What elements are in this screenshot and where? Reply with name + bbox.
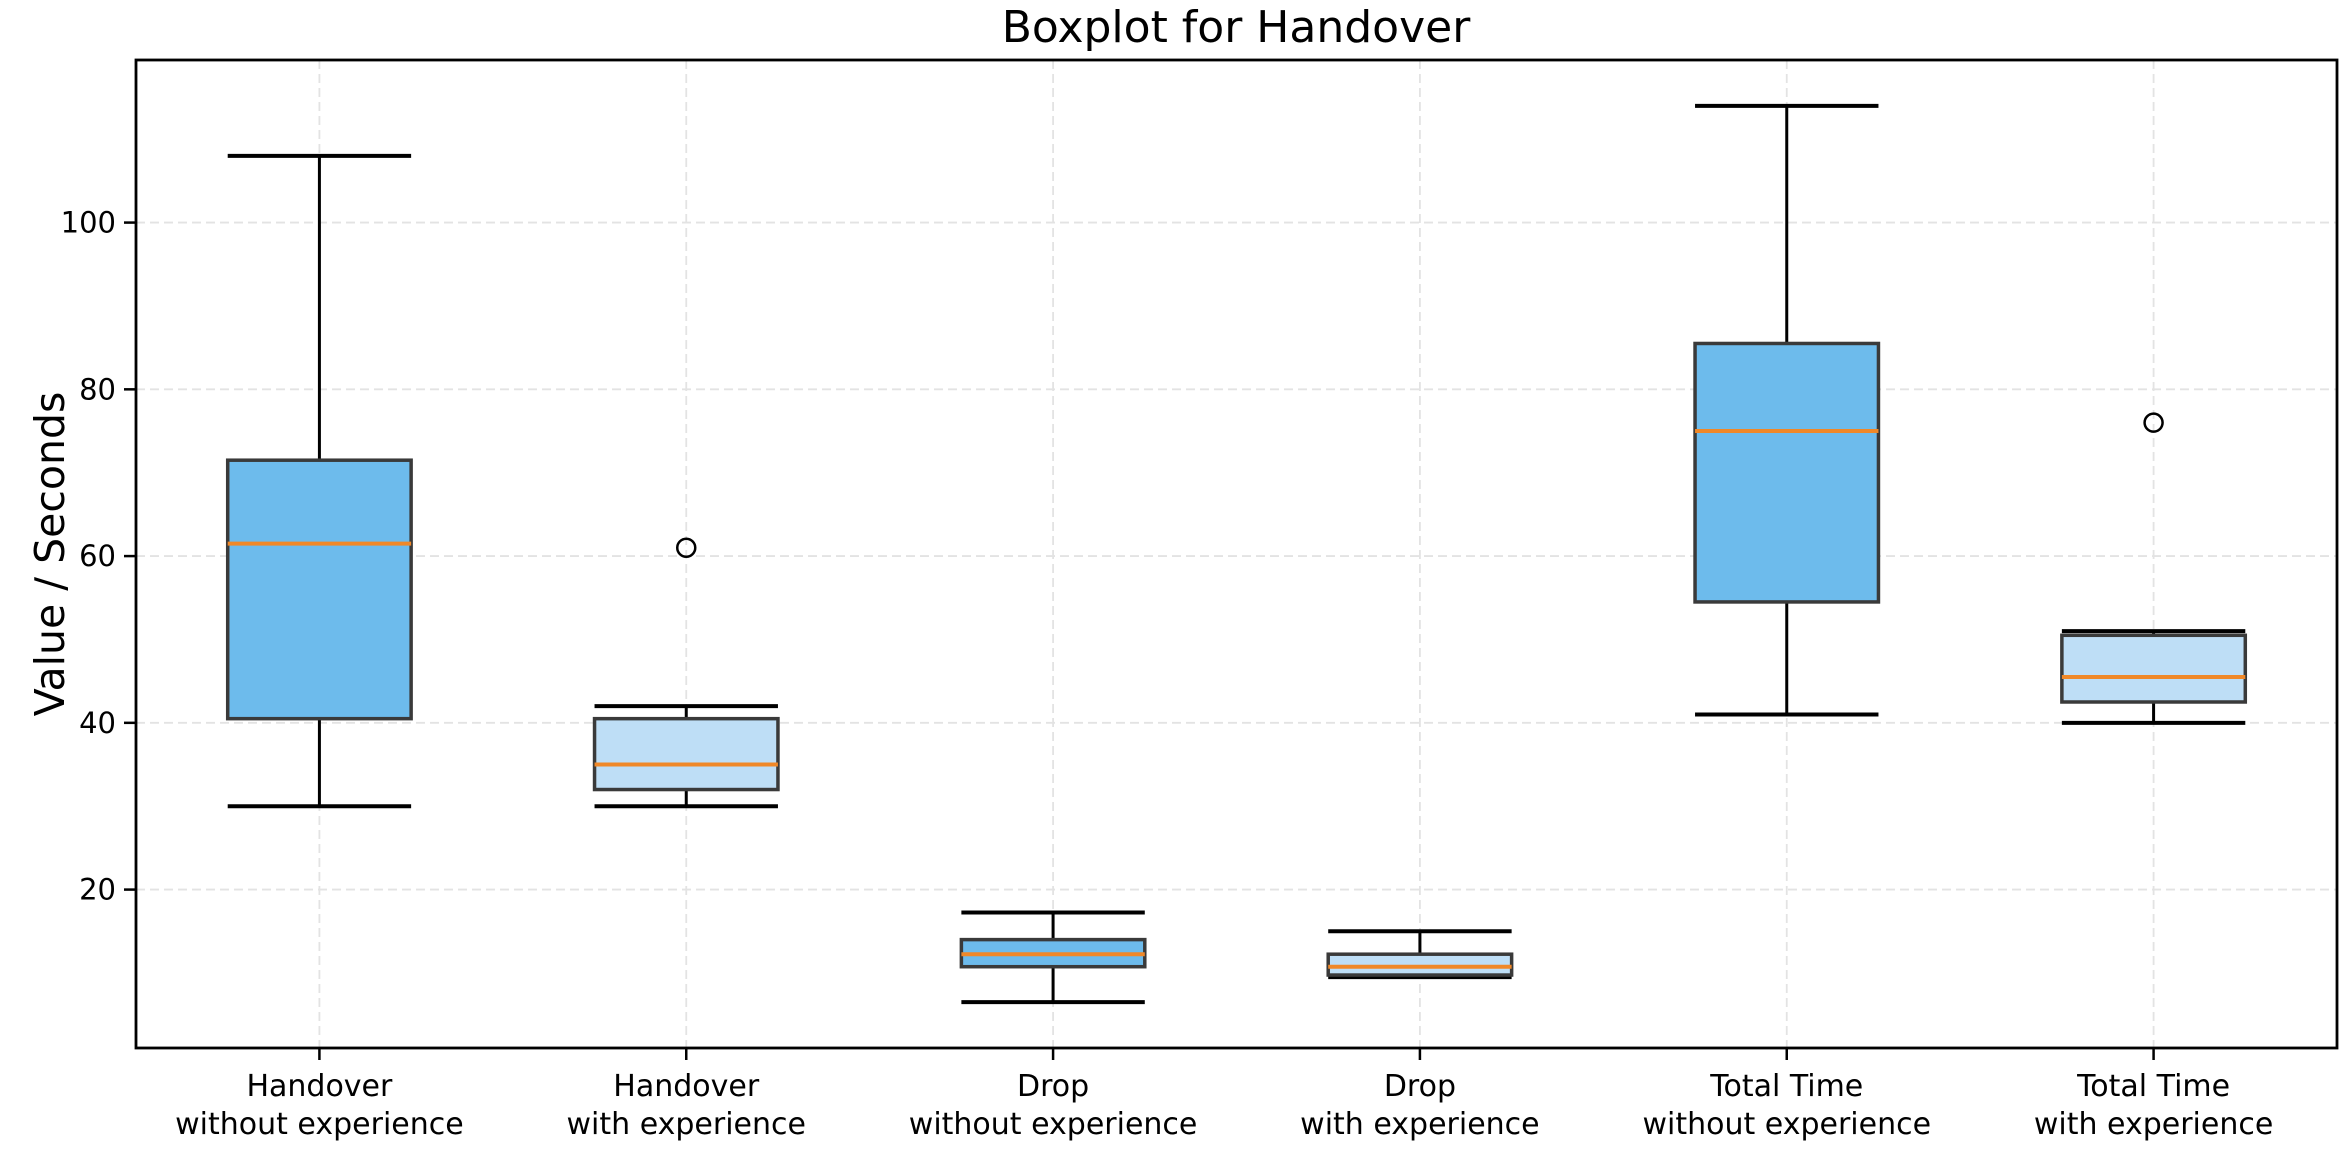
boxplot-handover-with-experience [592, 537, 780, 809]
grid-layer [136, 60, 2337, 1048]
y-tick-label: 80 [79, 372, 116, 406]
x-tick-label-line1: Total Time [2076, 1069, 2230, 1104]
chart-title: Boxplot for Handover [1002, 2, 1471, 53]
x-tick-label-line2: without experience [909, 1107, 1198, 1142]
y-tick-label: 20 [79, 873, 116, 907]
boxplot-handover-without-experience [225, 153, 413, 809]
iqr-box [1693, 341, 1881, 604]
iqr-box [592, 716, 780, 792]
x-tick-label-line2: with experience [2034, 1107, 2273, 1142]
y-tick-label: 60 [79, 539, 116, 573]
outlier-point [676, 537, 697, 558]
y-tick-label: 40 [79, 706, 116, 740]
x-tick-label-line2: with experience [567, 1107, 806, 1142]
iqr-box [2060, 633, 2248, 704]
x-tick-label-line1: Drop [1384, 1069, 1456, 1104]
boxplot-drop-without-experience [959, 910, 1147, 1005]
x-tick-label-line1: Handover [246, 1069, 393, 1104]
iqr-box [225, 458, 413, 721]
x-tick-label-line2: with experience [1300, 1107, 1539, 1142]
box-layer [225, 103, 2248, 1005]
plot-border [134, 58, 2339, 1050]
boxplot-total-time-without-experience [1693, 103, 1881, 717]
iqr-box [1326, 952, 1514, 977]
y-axis-label: Value / Seconds [26, 392, 74, 717]
x-tick-label-line1: Handover [613, 1069, 760, 1104]
y-tick-label: 100 [61, 206, 116, 240]
x-tick-label-line1: Drop [1017, 1069, 1089, 1104]
x-tick-label-line2: without experience [1642, 1107, 1931, 1142]
x-tick-label-line2: without experience [175, 1107, 464, 1142]
boxplot-drop-with-experience [1326, 929, 1514, 980]
x-tick-label-line1: Total Time [1709, 1069, 1863, 1104]
outlier-point [2143, 412, 2164, 433]
boxplot-total-time-with-experience [2060, 412, 2248, 725]
